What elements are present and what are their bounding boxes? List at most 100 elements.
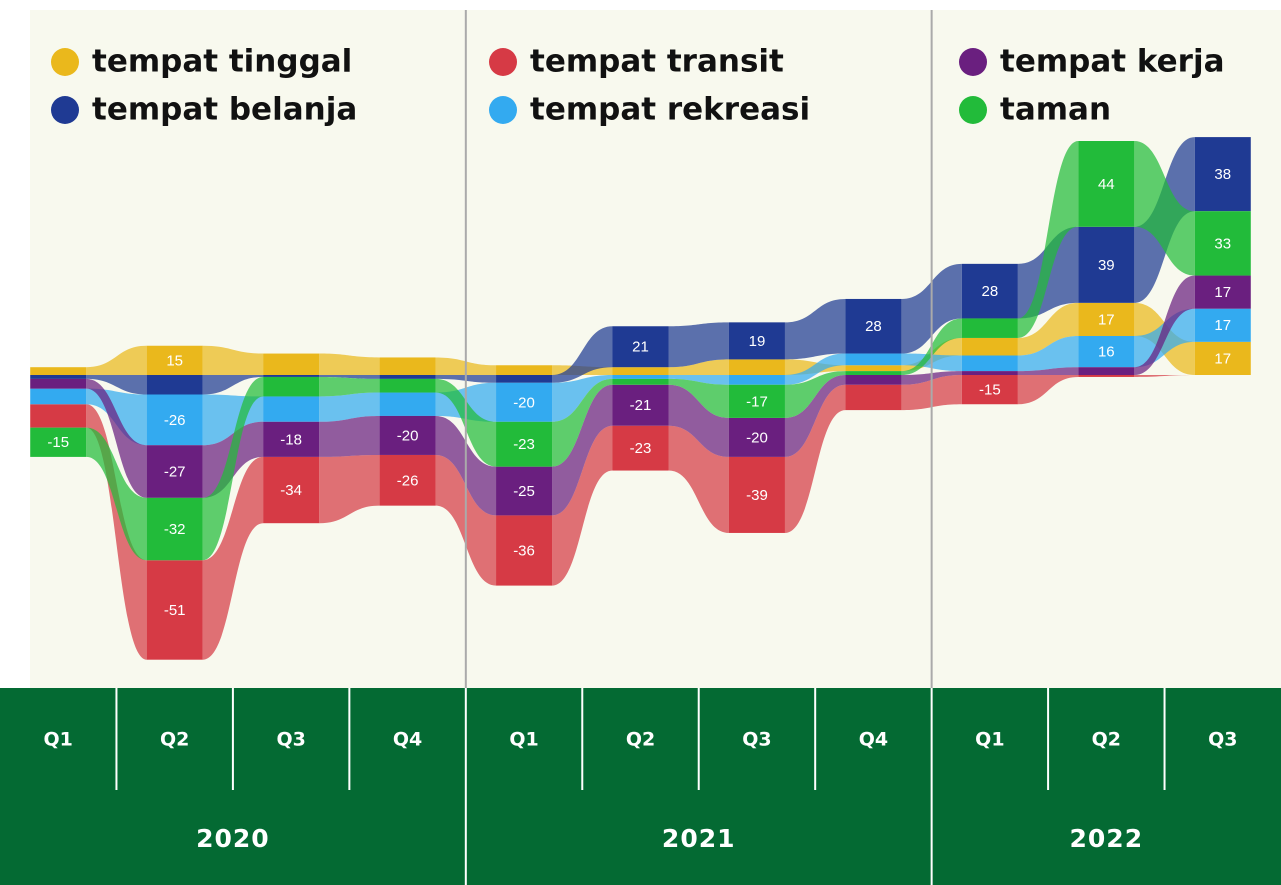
legend-swatch [51, 96, 79, 124]
block [845, 353, 902, 366]
flow [319, 375, 380, 379]
year-label: 2020 [196, 824, 270, 853]
flow [86, 404, 147, 660]
value-label: -27 [164, 463, 186, 480]
block [845, 384, 902, 411]
value-label: -15 [979, 382, 1001, 399]
legend-label: tempat belanja [92, 92, 357, 128]
block [1194, 211, 1251, 276]
block [496, 515, 553, 586]
x-axis: Q1 Q2 Q3 Q4 2020 Q1 Q2 Q3 Q4 2021 Q1 Q2 Q3 2022 [44, 10, 1237, 885]
block [612, 384, 669, 426]
quarter-label: Q2 [626, 729, 655, 751]
block [845, 298, 902, 354]
flow [86, 378, 147, 498]
value-label: 44 [1098, 176, 1115, 193]
flow [668, 425, 729, 533]
value-label: 19 [749, 333, 766, 350]
axis-band [0, 688, 1281, 885]
year-label: 2022 [1070, 824, 1144, 853]
block [263, 353, 320, 375]
block [728, 322, 785, 360]
value-label: -23 [513, 436, 535, 453]
value-label: 15 [166, 352, 183, 369]
block [1078, 141, 1135, 227]
block [30, 378, 87, 389]
block [146, 497, 203, 561]
value-label: 16 [1098, 344, 1115, 361]
quarter-label: Q3 [1208, 729, 1237, 751]
flow [319, 454, 380, 524]
legend-swatch [959, 96, 987, 124]
block [961, 371, 1018, 375]
block [379, 357, 436, 375]
block [961, 355, 1018, 372]
flow [86, 345, 147, 375]
flow [1017, 302, 1079, 356]
flow [202, 375, 264, 395]
value-label: -21 [630, 397, 652, 414]
quarter-label: Q2 [1092, 729, 1121, 751]
flow [1017, 367, 1079, 375]
flow [319, 392, 380, 422]
flow [1134, 141, 1195, 276]
block [612, 367, 669, 375]
value-label: -51 [164, 602, 186, 619]
block [1194, 308, 1251, 342]
legend-label: tempat transit [530, 44, 784, 80]
year-label: 2021 [662, 824, 736, 853]
block [379, 454, 436, 506]
block [496, 382, 553, 422]
value-label: -32 [164, 521, 186, 538]
value-label: 21 [632, 339, 649, 356]
block [728, 375, 785, 385]
flow [668, 384, 729, 457]
blocks [30, 137, 1251, 660]
block [496, 375, 553, 383]
block [146, 445, 203, 498]
flow [1134, 375, 1195, 377]
block [30, 367, 87, 375]
block [30, 388, 87, 405]
block [146, 560, 203, 660]
block [379, 392, 436, 416]
quarter-label: Q1 [44, 729, 73, 751]
flow [784, 353, 846, 385]
value-label: 17 [1214, 284, 1231, 301]
block [1078, 226, 1135, 303]
flow [202, 345, 264, 375]
flow [1017, 336, 1079, 372]
block [961, 375, 1018, 405]
quarter-label: Q3 [276, 729, 305, 751]
value-label: -26 [397, 472, 419, 489]
flow [319, 376, 380, 397]
block [728, 417, 785, 457]
flow [319, 415, 380, 457]
flow [319, 353, 380, 375]
block [30, 375, 87, 379]
flow [784, 384, 846, 533]
flow [552, 425, 613, 586]
value-label: -20 [746, 429, 768, 446]
flow [552, 326, 613, 383]
value-label: 17 [1098, 311, 1115, 328]
value-label: 38 [1214, 166, 1231, 183]
quarter-label: Q4 [393, 729, 422, 751]
flow [784, 375, 846, 457]
block [379, 375, 436, 379]
block [30, 427, 87, 457]
block [263, 375, 320, 377]
block [379, 415, 436, 455]
flow [552, 378, 613, 467]
value-label: 33 [1214, 235, 1231, 252]
flow [86, 375, 147, 395]
block [728, 384, 785, 418]
flow [784, 298, 846, 360]
value-label: -34 [280, 482, 302, 499]
block [1194, 341, 1251, 375]
block [30, 404, 87, 428]
value-label: -39 [746, 487, 768, 504]
block [496, 365, 553, 375]
block [496, 466, 553, 516]
